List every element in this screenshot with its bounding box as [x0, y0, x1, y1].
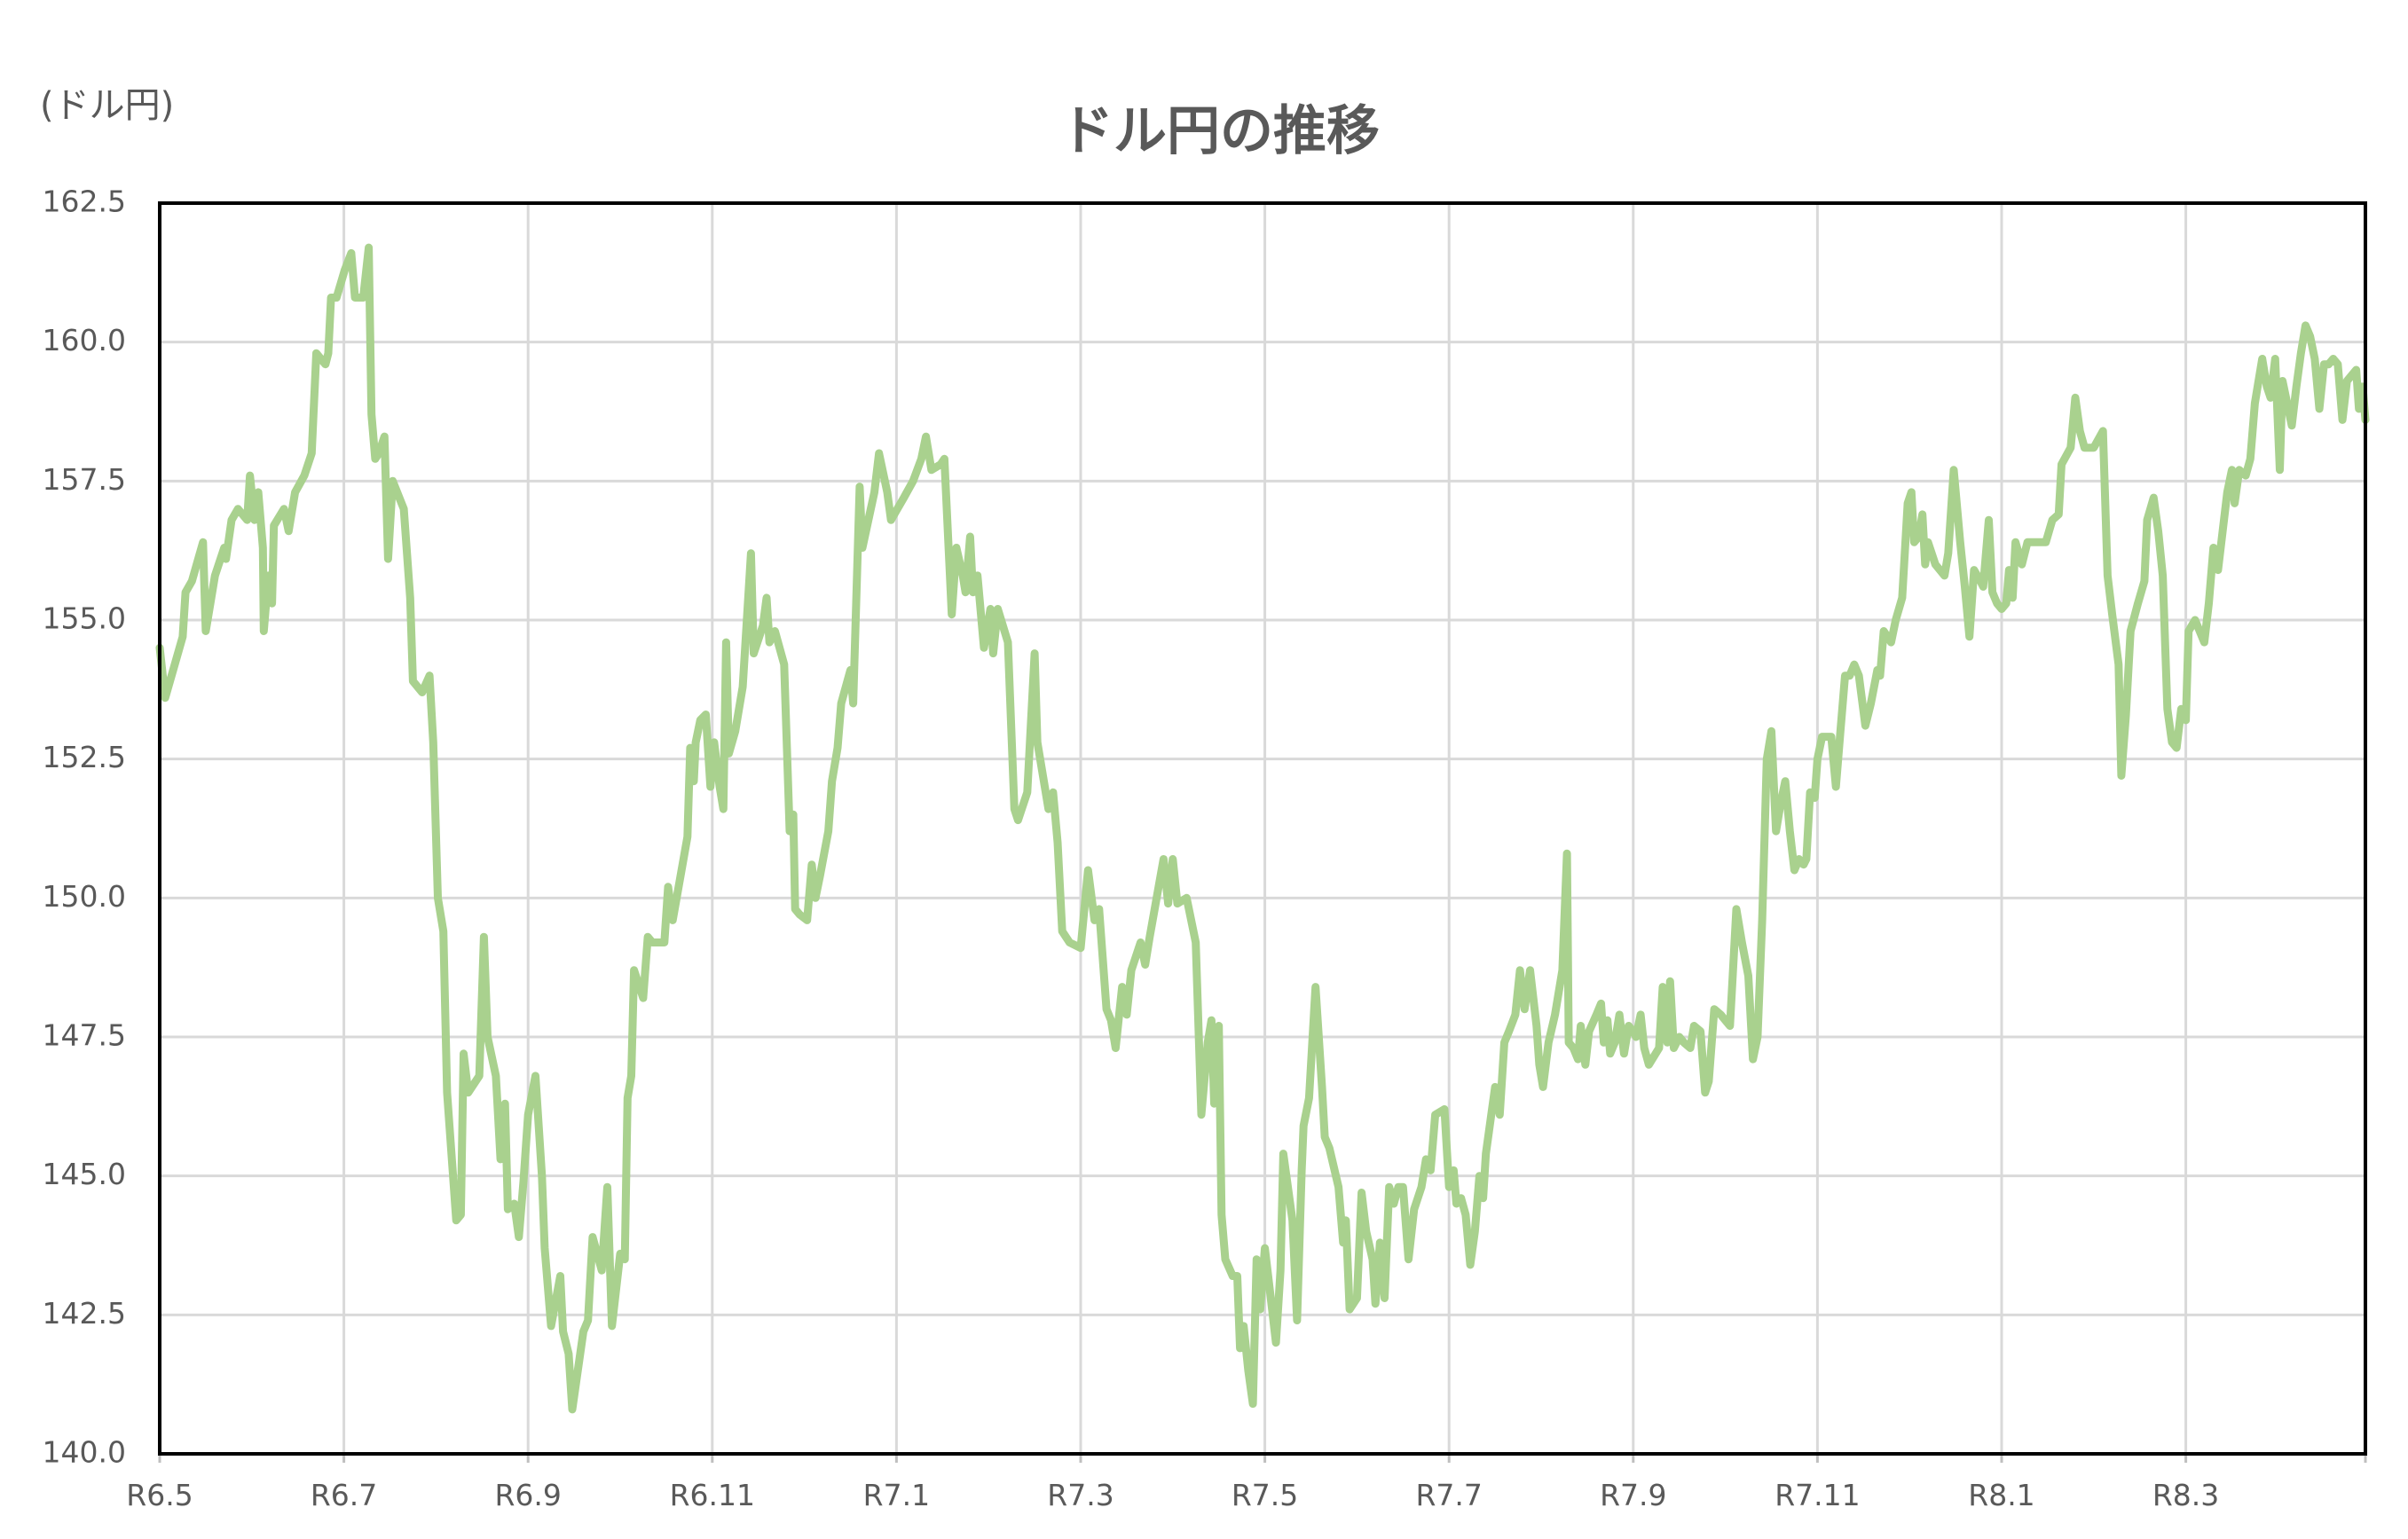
series-line-0: [155, 243, 2370, 1414]
y-tick-label: 157.5: [43, 462, 126, 497]
plot-frame: [158, 201, 2367, 1456]
x-tick-label: R7.11: [1775, 1478, 1860, 1512]
x-tick-label: R6.5: [126, 1478, 193, 1512]
y-tick-label: 155.0: [43, 601, 126, 636]
y-tick-label: 150.0: [43, 879, 126, 914]
x-tick-label: R8.3: [2152, 1478, 2219, 1512]
y-tick-label: 152.5: [43, 740, 126, 774]
x-tick-label: R7.5: [1232, 1478, 1298, 1512]
x-tick-label: R7.3: [1047, 1478, 1114, 1512]
x-tick-label: R8.1: [1968, 1478, 2034, 1512]
series-layer: [155, 243, 2370, 1414]
y-tick-label: 147.5: [43, 1018, 126, 1053]
chart-title: ドル円の推移: [1060, 100, 1380, 162]
y-tick-label: 142.5: [43, 1296, 126, 1331]
x-tick-label: R7.7: [1415, 1478, 1482, 1512]
x-axis-ticks: R6.5 R6.7 R6.9 R6.11 R7.1 R7.3 R7.5 R7.7 R7.9 R7.…: [126, 1478, 2219, 1512]
unit-label: (ドル円): [40, 85, 174, 126]
x-tick-label: R7.1: [863, 1478, 930, 1512]
x-tick-label: R6.11: [670, 1478, 755, 1512]
y-tick-label: 160.0: [43, 323, 126, 357]
y-axis-ticks: 140.0 142.5 145.0 147.5 150.0 152.5 155.0 157.5…: [43, 185, 126, 1470]
y-tick-label: 140.0: [43, 1435, 126, 1470]
x-tick-label: R6.9: [494, 1478, 561, 1512]
x-tick-label: R7.9: [1600, 1478, 1666, 1512]
y-tick-label: 162.5: [43, 185, 126, 219]
y-tick-label: 145.0: [43, 1157, 126, 1191]
x-tick-label: R6.7: [311, 1478, 377, 1512]
